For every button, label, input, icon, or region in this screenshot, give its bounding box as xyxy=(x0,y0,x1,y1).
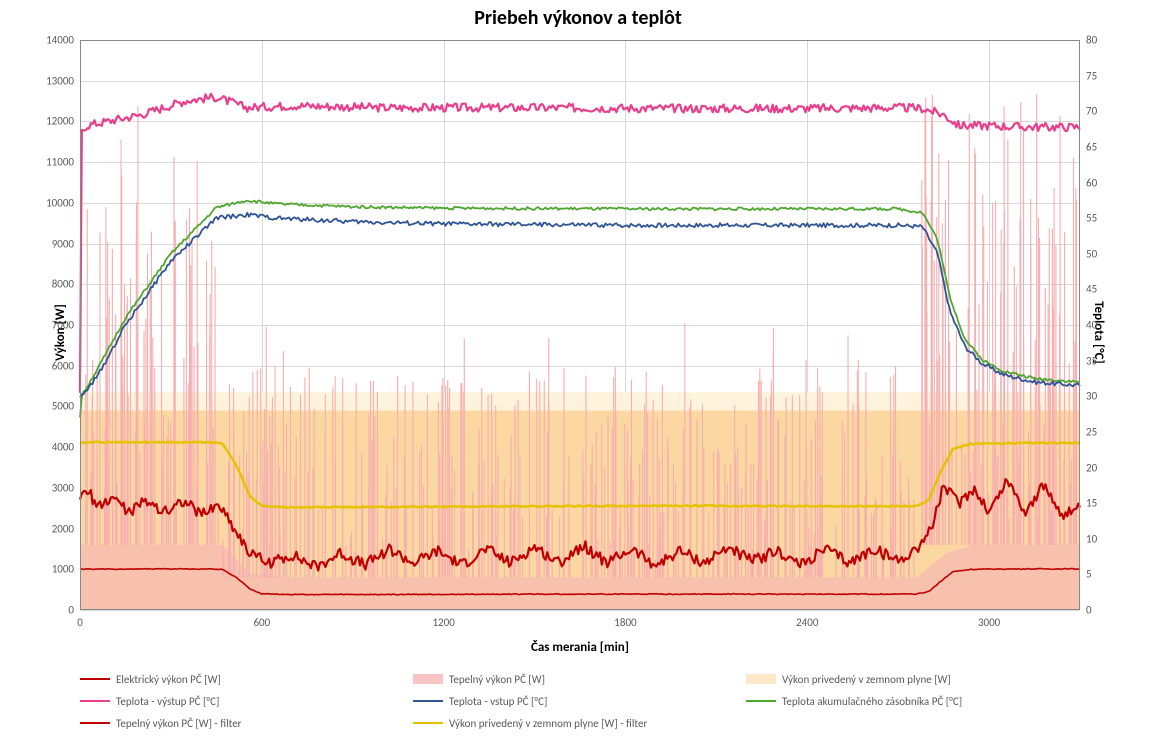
y-left-tick: 3000 xyxy=(14,481,74,494)
legend-item: Tepelný výkon PČ [W] - filter xyxy=(80,717,413,730)
legend-item: Teplota akumulačného zásobníka PČ [°C] xyxy=(746,695,1079,708)
legend-label: Výkon privedený v zemnom plyne [W] - fil… xyxy=(449,717,647,730)
y-left-label: Výkon [W] xyxy=(53,304,68,361)
y-right-tick: 40 xyxy=(1086,319,1126,332)
legend-label: Elektrický výkon PČ [W] xyxy=(116,673,221,686)
y-right-tick: 60 xyxy=(1086,176,1126,189)
y-left-tick: 5000 xyxy=(14,400,74,413)
legend-label: Výkon privedený v zemnom plyne [W] xyxy=(782,673,951,686)
y-right-tick: 20 xyxy=(1086,461,1126,474)
y-right-tick: 30 xyxy=(1086,390,1126,403)
y-right-tick: 0 xyxy=(1086,604,1126,617)
legend-label: Teplota - vstup PČ [°C] xyxy=(449,695,547,708)
x-axis-label: Čas merania [min] xyxy=(80,640,1080,655)
legend-item: Tepelný výkon PČ [W] xyxy=(413,673,746,686)
y-left-tick: 0 xyxy=(14,604,74,617)
y-left-tick: 8000 xyxy=(14,278,74,291)
x-tick: 3000 xyxy=(978,616,1000,629)
y-left-tick: 10000 xyxy=(14,196,74,209)
y-left-tick: 14000 xyxy=(14,34,74,47)
y-left-tick: 1000 xyxy=(14,563,74,576)
y-right-tick: 50 xyxy=(1086,247,1126,260)
y-left-tick: 7000 xyxy=(14,319,74,332)
legend-label: Tepelný výkon PČ [W] xyxy=(449,673,545,686)
legend: Elektrický výkon PČ [W] Tepelný výkon PČ … xyxy=(80,668,1080,734)
y-left-tick: 9000 xyxy=(14,237,74,250)
y-left-tick: 13000 xyxy=(14,74,74,87)
y-right-tick: 45 xyxy=(1086,283,1126,296)
x-tick: 600 xyxy=(253,616,270,629)
chart-title: Priebeh výkonov a teplôt xyxy=(0,6,1156,30)
legend-label: Teplota akumulačného zásobníka PČ [°C] xyxy=(782,695,962,708)
legend-item: Výkon privedený v zemnom plyne [W] xyxy=(746,673,1079,686)
x-tick: 1800 xyxy=(614,616,636,629)
y-right-tick: 35 xyxy=(1086,354,1126,367)
y-left-tick: 11000 xyxy=(14,156,74,169)
y-right-tick: 15 xyxy=(1086,497,1126,510)
legend-item: Výkon privedený v zemnom plyne [W] - fil… xyxy=(413,717,746,730)
y-left-tick: 4000 xyxy=(14,441,74,454)
legend-item: Teplota - vstup PČ [°C] xyxy=(413,695,746,708)
plot-border xyxy=(80,40,1080,610)
y-right-tick: 75 xyxy=(1086,69,1126,82)
x-tick: 0 xyxy=(77,616,83,629)
y-right-tick: 10 xyxy=(1086,532,1126,545)
chart-container: Priebeh výkonov a teplôt Výkon [W] Teplo… xyxy=(0,0,1156,749)
x-tick: 1200 xyxy=(432,616,454,629)
y-right-tick: 5 xyxy=(1086,568,1126,581)
y-right-tick: 80 xyxy=(1086,34,1126,47)
plot-area: Výkon [W] Teplota [°C] Čas merania [min]… xyxy=(80,40,1080,610)
legend-label: Tepelný výkon PČ [W] - filter xyxy=(116,717,242,730)
y-left-tick: 12000 xyxy=(14,115,74,128)
y-right-tick: 70 xyxy=(1086,105,1126,118)
y-right-tick: 65 xyxy=(1086,140,1126,153)
y-right-tick: 55 xyxy=(1086,212,1126,225)
legend-label: Teplota - výstup PČ [°C] xyxy=(116,695,219,708)
x-tick: 2400 xyxy=(796,616,818,629)
legend-item: Teplota - výstup PČ [°C] xyxy=(80,695,413,708)
legend-item: Elektrický výkon PČ [W] xyxy=(80,673,413,686)
y-left-tick: 2000 xyxy=(14,522,74,535)
y-right-tick: 25 xyxy=(1086,425,1126,438)
y-left-tick: 6000 xyxy=(14,359,74,372)
